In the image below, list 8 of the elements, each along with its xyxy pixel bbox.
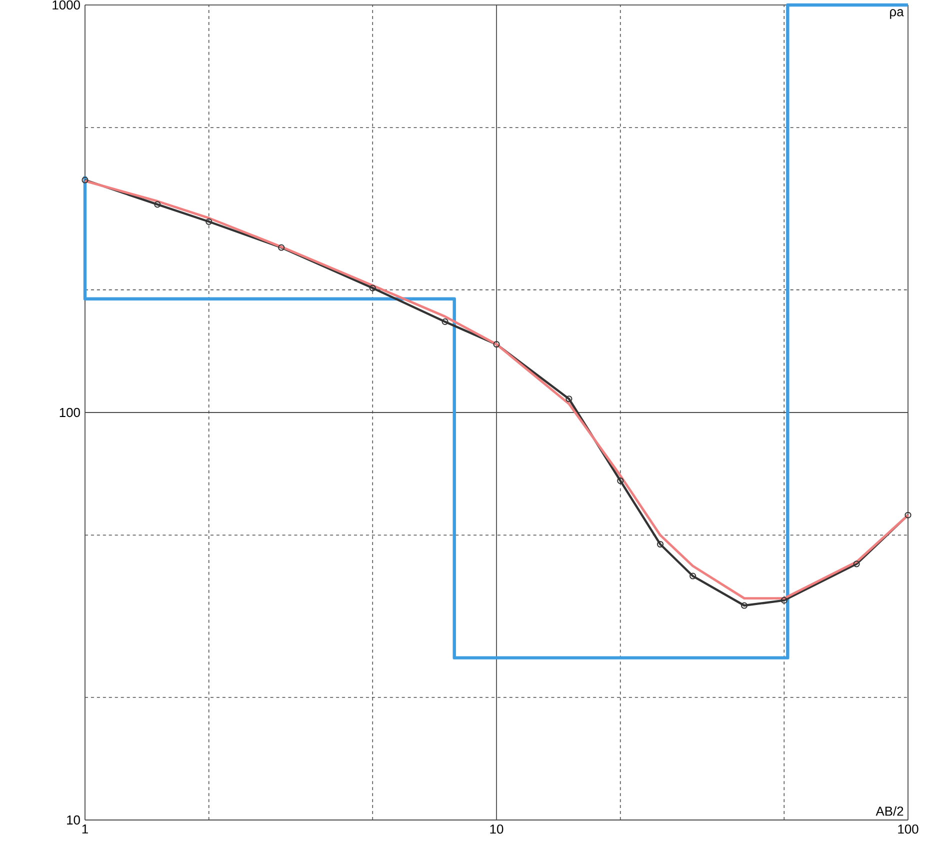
y-tick-label: 100 xyxy=(60,408,80,418)
y-axis-title: ρa xyxy=(890,9,904,19)
y-tick-label: 1000 xyxy=(52,0,80,10)
y-tick-label: 10 xyxy=(67,815,80,825)
x-tick-label: 1 xyxy=(82,824,88,834)
x-axis-title: AB/2 xyxy=(876,806,904,816)
x-tick-label: 100 xyxy=(898,824,918,834)
x-tick-label: 10 xyxy=(490,824,504,834)
